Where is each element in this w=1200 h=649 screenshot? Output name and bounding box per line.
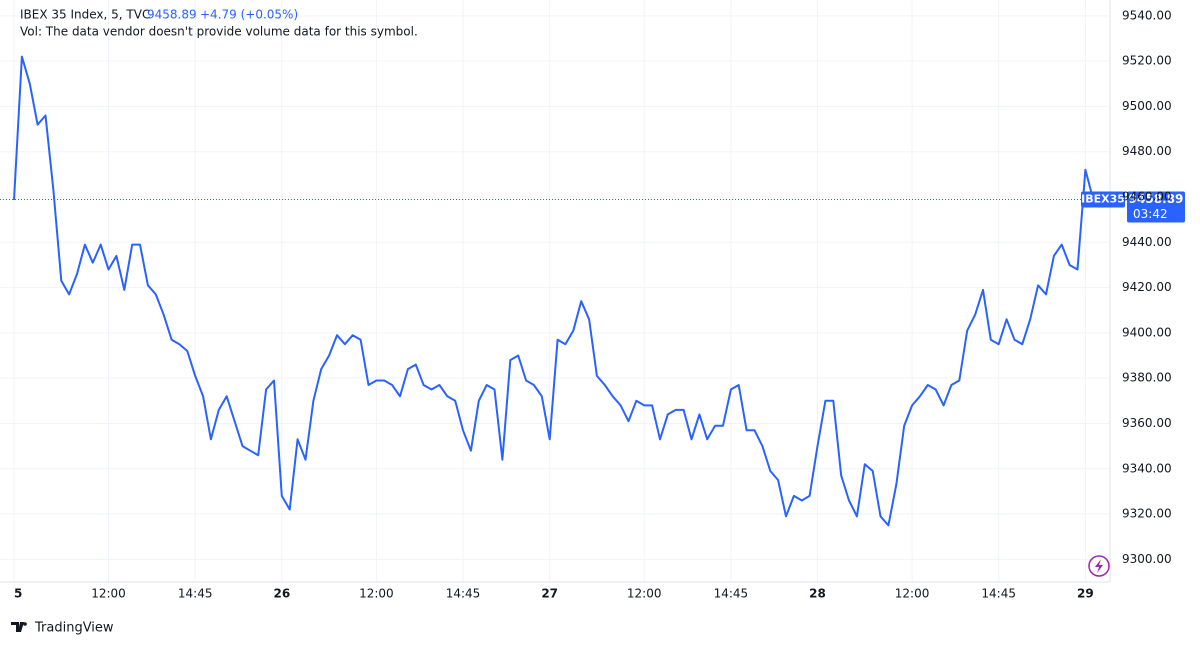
y-tick-label: 9440.00 [1122,235,1172,249]
legend-change: +4.79 (+0.05%) [200,8,298,22]
x-tick-label: 29 [1077,587,1094,601]
grid [0,0,1110,582]
y-tick-label: 9300.00 [1122,552,1172,566]
x-tick-label: 12:00 [627,587,662,601]
x-tick-label: 12:00 [91,587,126,601]
volume-note: Vol: The data vendor doesn't provide vol… [20,25,418,39]
y-tick-label: 9460.00 [1122,190,1172,204]
countdown: 03:42 [1133,207,1168,221]
symbol-label: IBEX35 [1081,193,1125,206]
x-tick-label: 14:45 [714,587,749,601]
y-tick-label: 9340.00 [1122,461,1172,475]
x-tick-label: 14:45 [178,587,213,601]
x-tick-label: 12:00 [359,587,394,601]
x-tick-label: 14:45 [981,587,1016,601]
y-tick-label: 9420.00 [1122,280,1172,294]
x-tick-label: 26 [273,587,290,601]
y-tick-label: 9540.00 [1122,8,1172,22]
price-label-box [1127,191,1185,223]
y-tick-label: 9480.00 [1122,144,1172,158]
y-tick-label: 9380.00 [1122,371,1172,385]
x-tick-label: 12:00 [895,587,930,601]
watermark: TradingView [34,621,114,636]
legend-price: 9458.89 [147,8,197,22]
y-tick-label: 9360.00 [1122,416,1172,430]
x-tick-label: 5 [14,587,22,601]
price-label: 9458.89 [1129,192,1184,206]
symbol-title: IBEX 35 Index, 5, TVC [20,8,150,22]
y-tick-label: 9520.00 [1122,54,1172,68]
y-tick-label: 9320.00 [1122,507,1172,521]
tradingview-logo [11,622,27,632]
x-tick-label: 14:45 [446,587,481,601]
y-tick-label: 9400.00 [1122,325,1172,339]
price-line [13,55,1095,527]
x-tick-label: 28 [809,587,826,601]
symbol-label-box [1081,191,1125,208]
y-tick-label: 9500.00 [1122,99,1172,113]
x-tick-label: 27 [541,587,558,601]
lightning-icon[interactable] [1088,555,1110,577]
